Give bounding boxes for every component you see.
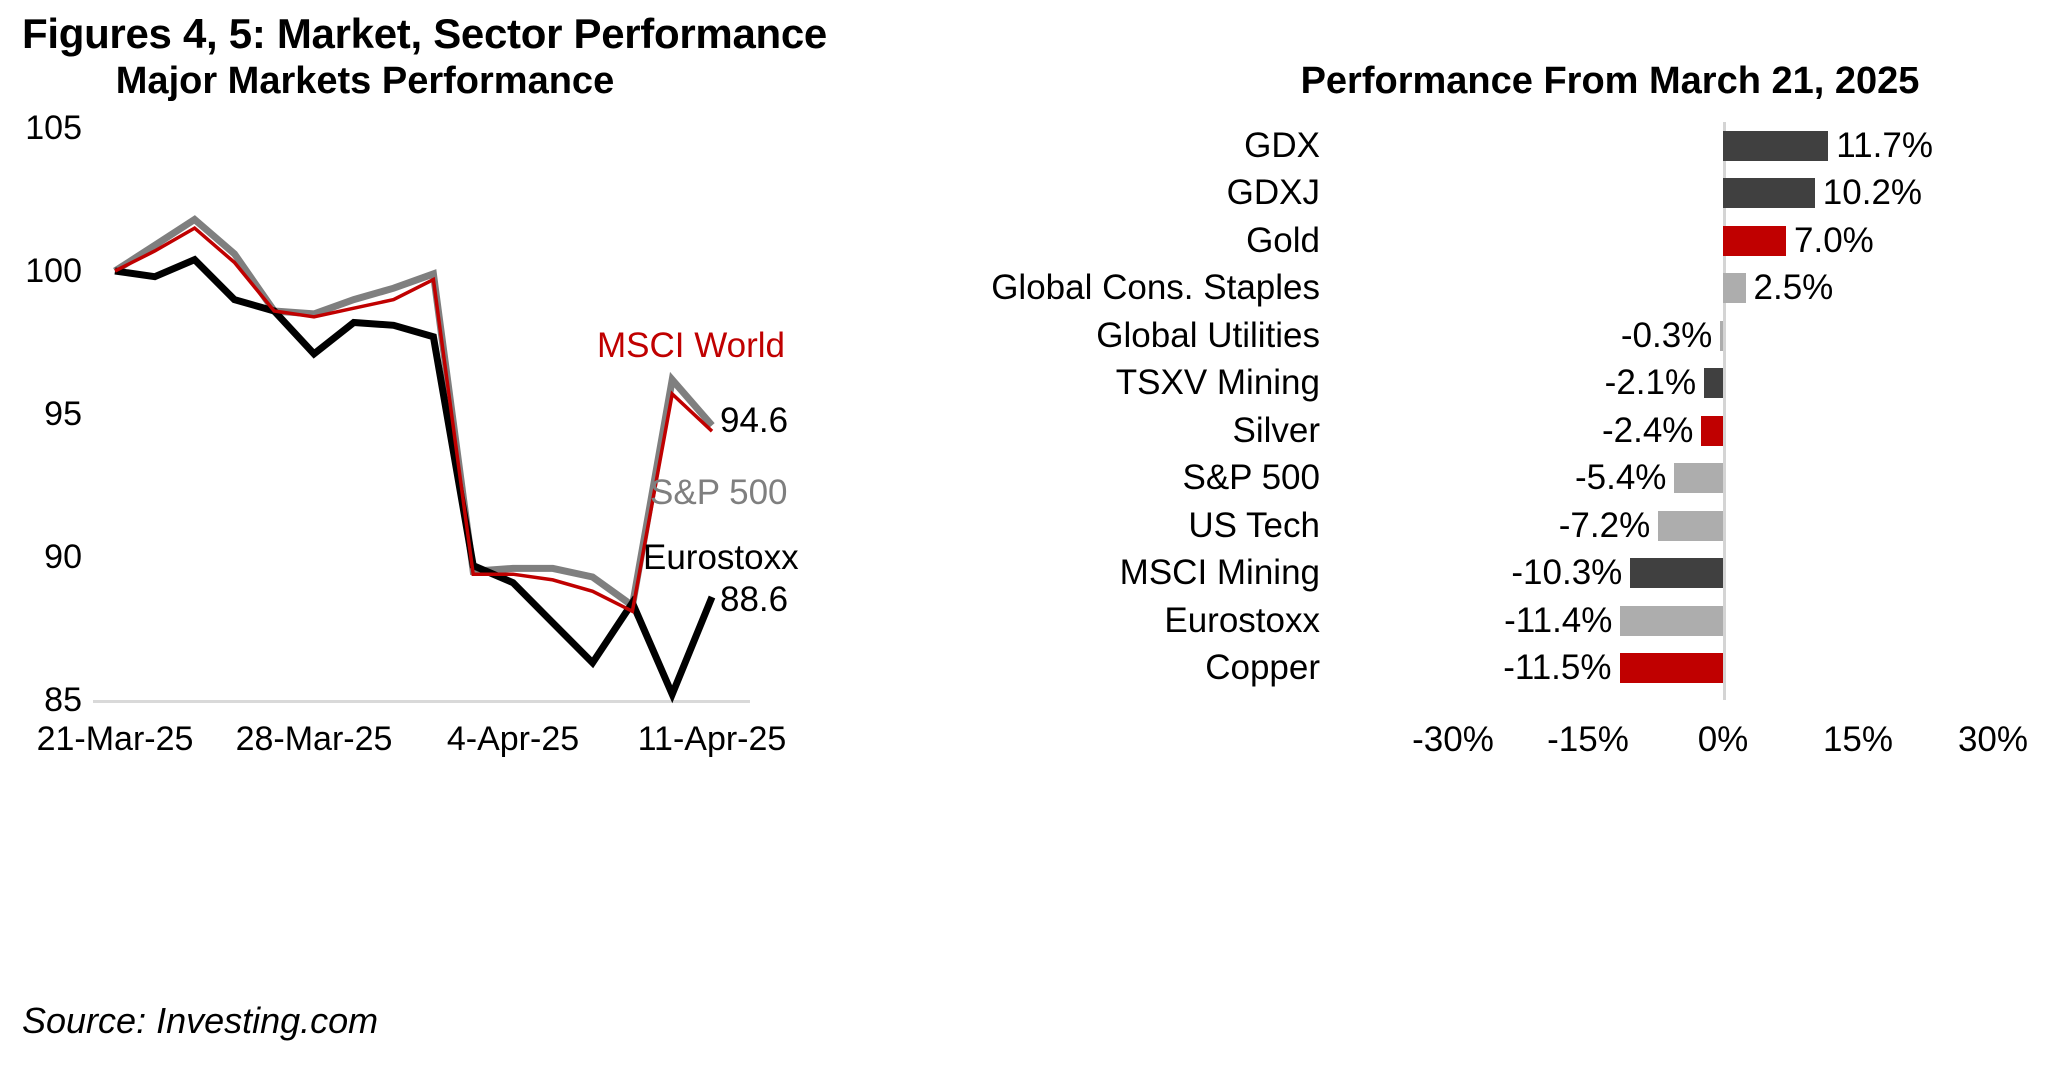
bar-category-label: Silver [1232, 410, 1320, 450]
bar-value-label: -5.4% [1574, 458, 1667, 498]
bar-rows-container: GDX 11.7% GDXJ 10.2% Gold 7.0% Global Cons. St… [991, 122, 2065, 693]
line-series-s-p-500 [113, 215, 715, 612]
bar-row: Copper -11.5% [1035, 645, 2065, 693]
bar-track: -11.4% [1320, 597, 2065, 645]
line-x-tick-21-Mar-25: 21-Mar-25 [36, 720, 194, 758]
bar-track: 11.7% [1320, 122, 2065, 170]
bar-value-label: -0.3% [1620, 315, 1713, 355]
line-x-tick-28-Mar-25: 28-Mar-25 [235, 720, 393, 758]
bar-track: -5.4% [1320, 455, 2065, 503]
bar-track: 2.5% [1320, 265, 2065, 313]
bar-category-label: US Tech [1188, 505, 1320, 545]
bar-row: MSCI Mining -10.3% [1035, 550, 2065, 598]
bar-x-tick-15pct: 15% [1822, 720, 1894, 759]
bar-track: -0.3% [1320, 312, 2065, 360]
bar-value-label: 10.2% [1822, 173, 1923, 213]
bar-track: -7.2% [1320, 502, 2065, 550]
bar-track: 10.2% [1320, 170, 2065, 218]
line-series-eurostoxx [114, 255, 716, 704]
series-label-sp500: S&P 500 [650, 473, 788, 512]
bar-row: Eurostoxx -11.4% [1035, 597, 2065, 645]
bar-rect [1701, 415, 1723, 446]
performance-bar-chart: Performance From March 21, 2025 GDX 11.7%… [991, 60, 2065, 990]
bar-track: -10.3% [1320, 550, 2065, 598]
bar-category-label: TSXV Mining [1115, 363, 1320, 403]
figure-title: Figures 4, 5: Market, Sector Performance [22, 10, 827, 57]
bar-value-label: -2.4% [1601, 410, 1694, 450]
bar-track: 7.0% [1320, 217, 2065, 265]
bar-zero-axis-line [1723, 122, 1726, 700]
line-y-tick-95: 95 [44, 395, 82, 433]
source-note: Source: Investing.com [22, 1000, 379, 1041]
bar-row: GDXJ 10.2% [1035, 170, 2065, 218]
line-x-tick-4-Apr-25: 4-Apr-25 [446, 720, 580, 758]
bar-value-label: 7.0% [1794, 220, 1874, 260]
bar-value-label: -10.3% [1511, 553, 1623, 593]
bar-rect [1630, 558, 1723, 589]
bar-category-label: Global Cons. Staples [991, 268, 1320, 308]
bar-rect [1723, 130, 1829, 161]
bar-category-label: GDXJ [1226, 173, 1320, 213]
bar-rect [1723, 178, 1815, 209]
bar-rect [1720, 320, 1723, 351]
end-value-sp500: 94.6 [720, 401, 789, 440]
line-y-tick-105: 105 [25, 109, 82, 147]
bar-rect [1619, 653, 1723, 684]
line-y-tick-85: 85 [44, 681, 82, 719]
bar-rect [1674, 463, 1723, 494]
line-chart-title: Major Markets Performance [115, 60, 615, 102]
bar-rect [1620, 605, 1723, 636]
bar-value-label: -2.1% [1604, 363, 1697, 403]
bar-rect [1704, 368, 1723, 399]
bar-track: -2.1% [1320, 360, 2065, 408]
bar-row: Gold 7.0% [1035, 217, 2065, 265]
bar-row: Global Cons. Staples 2.5% [991, 265, 2065, 313]
bar-row: Global Utilities -0.3% [1035, 312, 2065, 360]
bar-category-label: Copper [1205, 648, 1320, 688]
bar-value-label: -11.5% [1503, 648, 1612, 688]
bar-x-tick-30pct: 30% [1957, 720, 2029, 759]
line-chart-plot-area: 85 90 95 100 105 21-Mar-25 28-Mar-25 4-Apr-25 11… [0, 60, 1030, 990]
bar-rect [1658, 510, 1723, 541]
bar-row: S&P 500 -5.4% [1035, 455, 2065, 503]
bar-category-label: S&P 500 [1182, 458, 1320, 498]
bar-row: TSXV Mining -2.1% [1035, 360, 2065, 408]
series-label-eurostoxx: Eurostoxx [643, 538, 799, 577]
bar-category-label: MSCI Mining [1119, 553, 1320, 593]
line-y-tick-100: 100 [25, 252, 82, 290]
bar-category-label: Gold [1246, 220, 1320, 260]
line-x-tick-11-Apr-25: 11-Apr-25 [637, 720, 787, 758]
bar-rect [1723, 273, 1746, 304]
bar-x-tick-0pct: 0% [1697, 720, 1749, 759]
bar-category-label: Eurostoxx [1164, 600, 1320, 640]
bar-category-label: GDX [1244, 125, 1320, 165]
bar-row: GDX 11.7% [1035, 122, 2065, 170]
major-markets-line-chart: Major Markets Performance 85 90 95 100 105 21… [0, 60, 1030, 990]
bar-value-label: 2.5% [1753, 268, 1834, 308]
bar-track: -2.4% [1320, 407, 2065, 455]
bar-x-tick--30pct: -30% [1412, 720, 1494, 759]
bar-row: US Tech -7.2% [1035, 502, 2065, 550]
bar-x-tick--15pct: -15% [1547, 720, 1629, 759]
bar-chart-title: Performance From March 21, 2025 [1300, 60, 1920, 102]
bar-value-label: -11.4% [1504, 600, 1613, 640]
line-y-tick-90: 90 [44, 538, 82, 576]
line-series-msci-world [114, 225, 714, 614]
bar-category-label: Global Utilities [1096, 315, 1320, 355]
series-label-msci-world: MSCI World [597, 326, 785, 365]
bar-rect [1723, 225, 1786, 256]
end-value-eurostoxx: 88.6 [720, 580, 789, 619]
bar-row: Silver -2.4% [1035, 407, 2065, 455]
line-chart-baseline [93, 700, 750, 703]
bar-track: -11.5% [1320, 645, 2065, 693]
bar-value-label: 11.7% [1836, 125, 1933, 165]
bar-value-label: -7.2% [1558, 505, 1651, 545]
line-series-svg [113, 215, 716, 704]
